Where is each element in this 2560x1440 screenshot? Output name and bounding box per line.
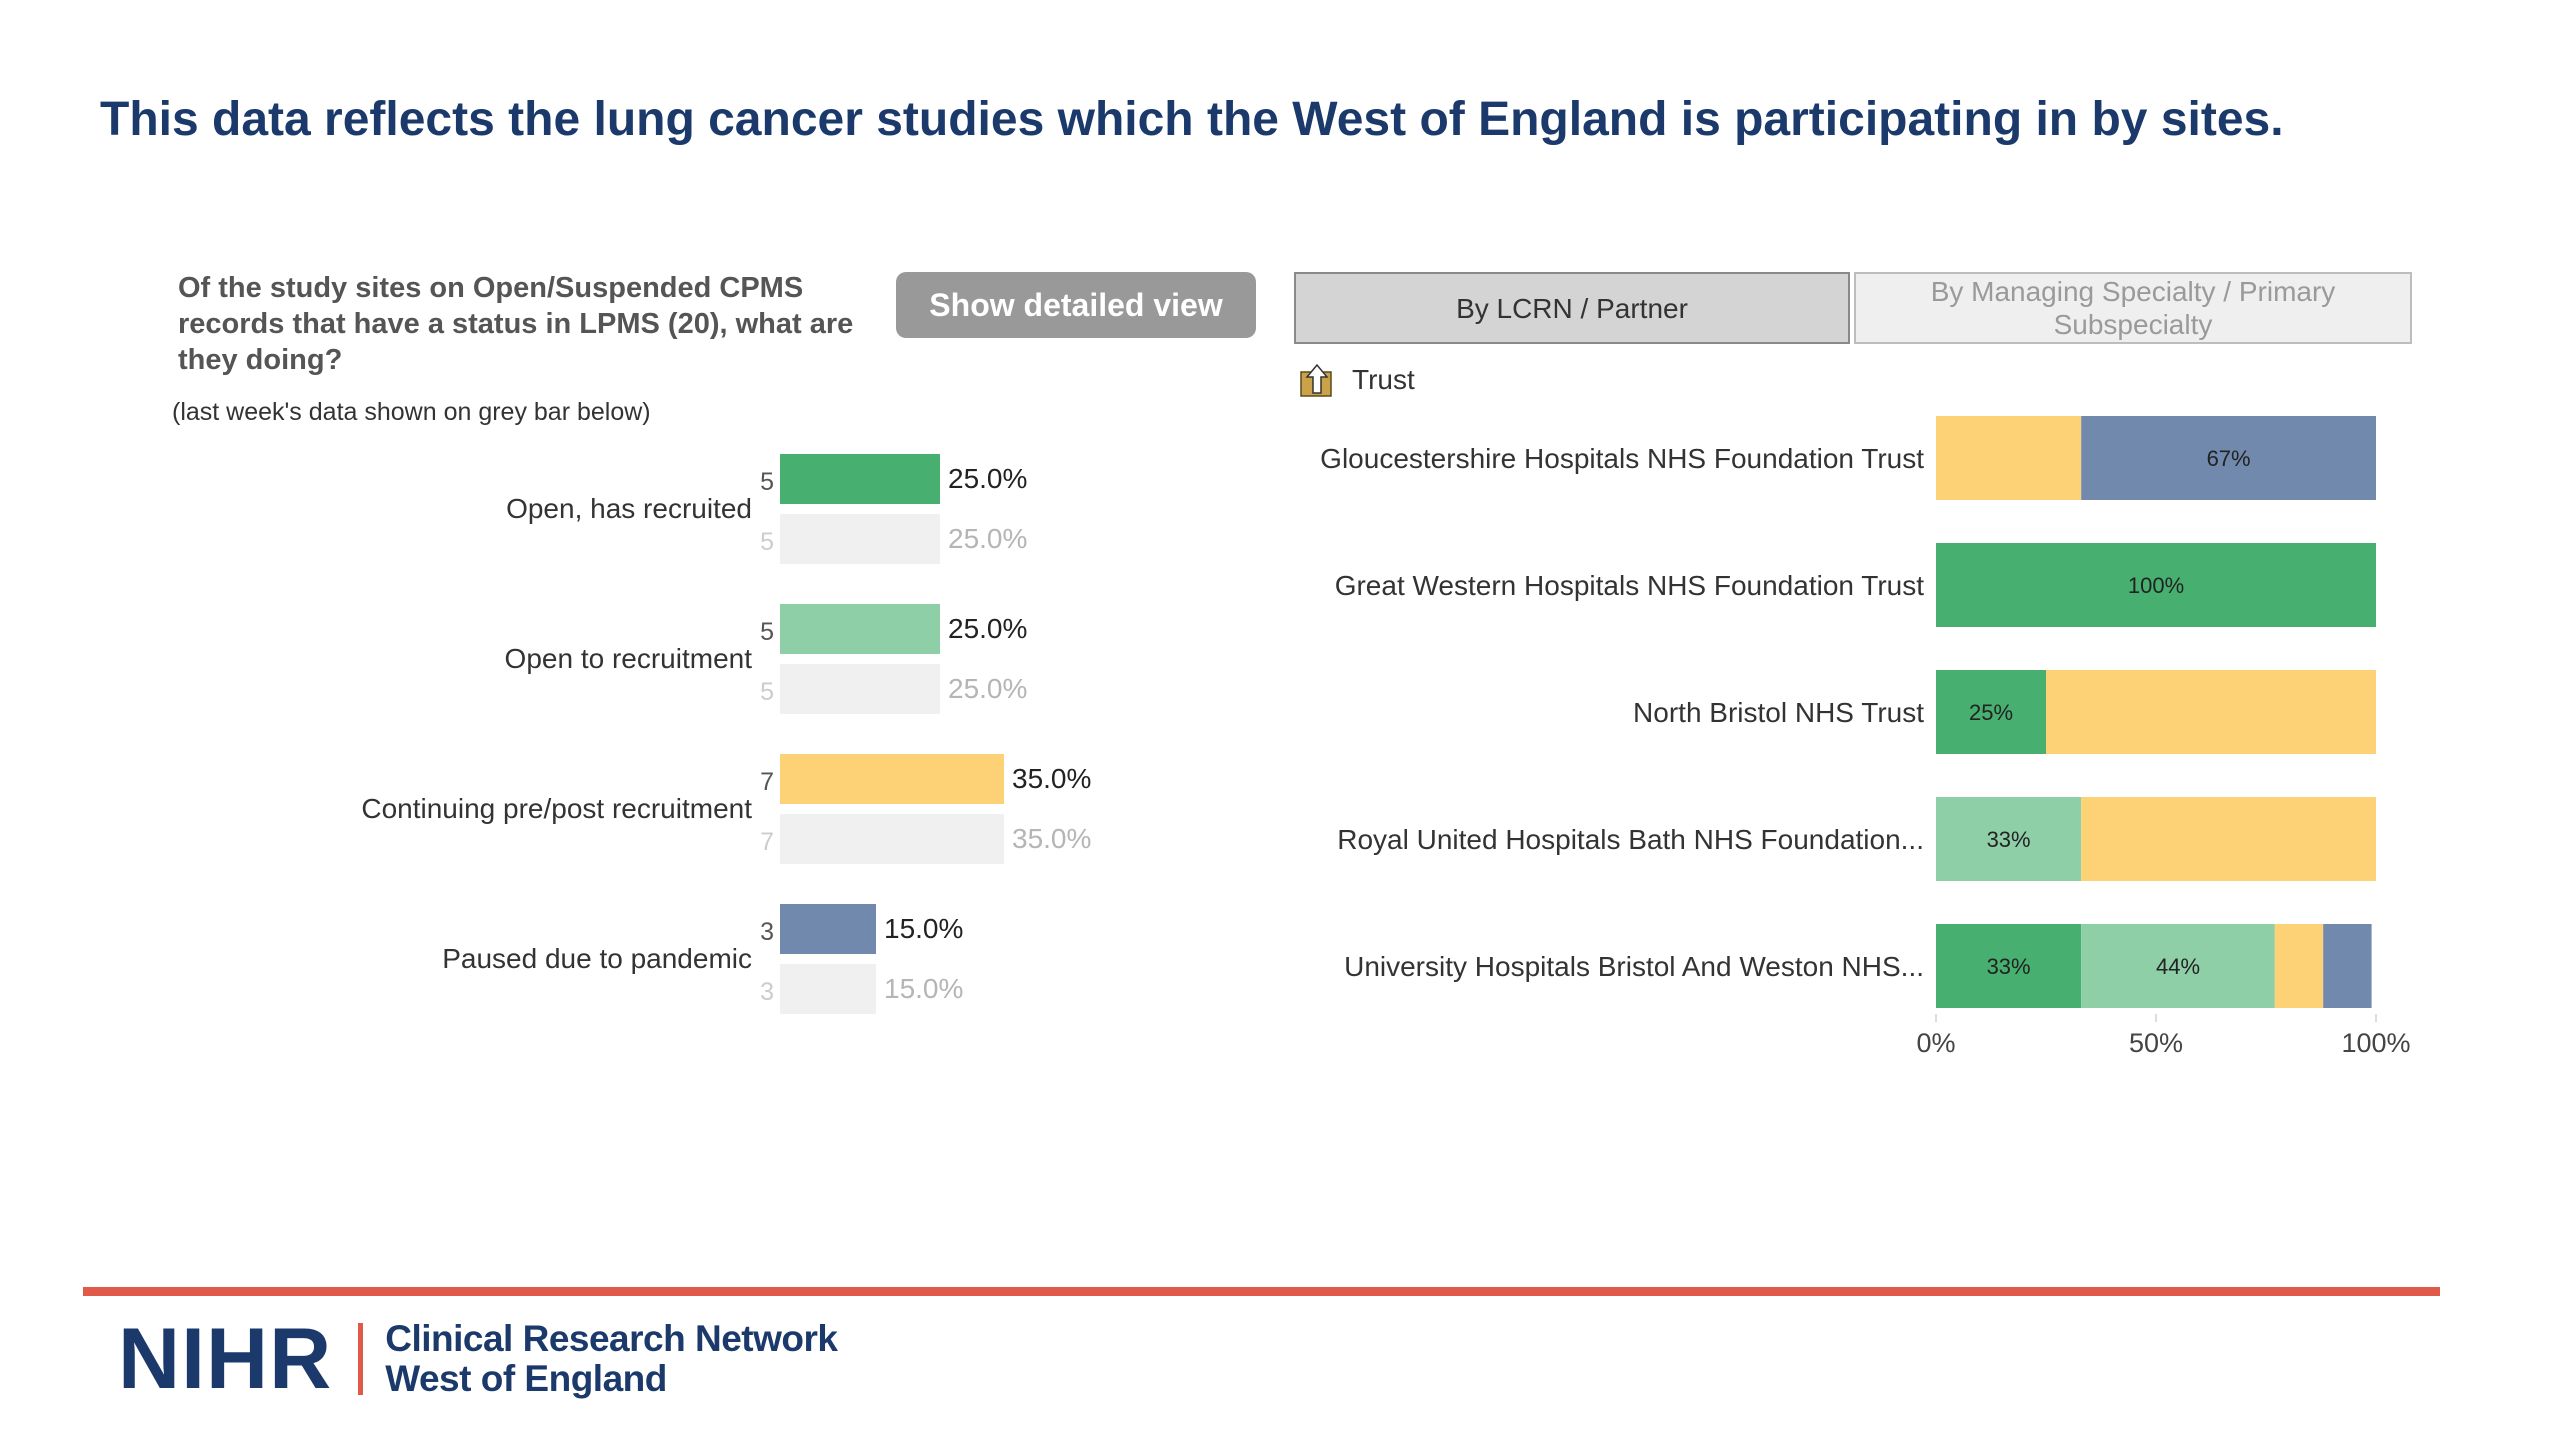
nihr-logo: NIHR Clinical Research Network West of E…: [118, 1311, 838, 1407]
trust-segment-label: 67%: [2207, 446, 2251, 471]
status-value-label: 25.0%: [948, 613, 1027, 644]
tab-by-lcrn-partner[interactable]: By LCRN / Partner: [1294, 272, 1850, 344]
trust-category-label: Royal United Hospitals Bath NHS Foundati…: [1337, 824, 1924, 855]
status-value-label: 25.0%: [948, 463, 1027, 494]
trust-axis-tick-label: 100%: [2341, 1028, 2410, 1058]
trust-bar-segment: [2081, 416, 2376, 500]
trust-header-label: Trust: [1352, 364, 1415, 395]
status-prev-value-label: 25.0%: [948, 673, 1027, 704]
trust-bar-segment: [1936, 543, 2376, 627]
trust-bar-segment: [2081, 924, 2275, 1008]
drill-up-icon[interactable]: [1300, 363, 1334, 397]
status-prev-value-label: 35.0%: [1012, 823, 1091, 854]
status-bar: [780, 754, 1004, 804]
trust-bar-segment: [2046, 670, 2376, 754]
status-count-label: 3: [760, 918, 774, 946]
trust-segment-label: 100%: [2128, 573, 2184, 598]
status-category-label: Open to recruitment: [505, 643, 753, 674]
status-prev-bar: [780, 814, 1004, 864]
logo-main: NIHR: [118, 1311, 333, 1407]
trust-category-label: University Hospitals Bristol And Weston …: [1344, 951, 1924, 982]
trust-axis-tick-label: 50%: [2129, 1028, 2183, 1058]
trust-bar-segment: [1936, 797, 2082, 881]
status-value-label: 15.0%: [884, 913, 963, 944]
status-value-label: 35.0%: [1012, 763, 1091, 794]
status-category-label: Continuing pre/post recruitment: [361, 793, 752, 824]
logo-line1: Clinical Research Network: [385, 1318, 838, 1359]
status-prev-count-label: 7: [760, 828, 774, 856]
trust-bar-segment: [2323, 924, 2372, 1008]
trust-category-label: North Bristol NHS Trust: [1633, 697, 1924, 728]
status-count-label: 5: [760, 468, 774, 496]
status-bar: [780, 454, 940, 504]
trust-bar-segment: [2081, 797, 2376, 881]
status-category-label: Open, has recruited: [506, 493, 752, 524]
trust-segment-label: 25%: [1969, 700, 2013, 725]
page-title: This data reflects the lung cancer studi…: [100, 93, 2284, 146]
status-prev-count-label: 5: [760, 678, 774, 706]
status-prev-count-label: 3: [760, 978, 774, 1006]
trust-segment-label: 44%: [2156, 954, 2200, 979]
status-prev-bar: [780, 664, 940, 714]
trust-bar-segment: [2274, 924, 2324, 1008]
show-detailed-view-button[interactable]: Show detailed view: [896, 272, 1256, 338]
status-prev-count-label: 5: [760, 528, 774, 556]
chart-question: Of the study sites on Open/Suspended CPM…: [178, 272, 854, 376]
status-bar: [780, 904, 876, 954]
trust-chart: Gloucestershire Hospitals NHS Foundation…: [1320, 416, 2411, 1058]
tab-by-managing-specialty[interactable]: By Managing Specialty / Primary Subspeci…: [1854, 272, 2412, 344]
status-prev-bar: [780, 964, 876, 1014]
logo-divider: [358, 1323, 364, 1395]
logo-line2: West of England: [385, 1358, 667, 1399]
status-category-label: Paused due to pandemic: [442, 943, 752, 974]
trust-segment-label: 33%: [1987, 827, 2031, 852]
footer-divider: [83, 1287, 2440, 1296]
status-prev-value-label: 25.0%: [948, 523, 1027, 554]
status-count-label: 7: [760, 768, 774, 796]
status-prev-value-label: 15.0%: [884, 973, 963, 1004]
trust-bar-segment: [1936, 670, 2046, 754]
trust-segment-label: 33%: [1987, 954, 2031, 979]
trust-bar-segment: [1936, 924, 2082, 1008]
status-count-label: 5: [760, 618, 774, 646]
trust-header: Trust: [1300, 360, 1415, 400]
status-prev-bar: [780, 514, 940, 564]
status-bar: [780, 604, 940, 654]
trust-bar-segment: [1936, 416, 2082, 500]
chart-note: (last week's data shown on grey bar belo…: [172, 398, 651, 426]
status-chart: Open, has recruited 5 25.0% 5 25.0% Open to r…: [361, 454, 1091, 1014]
trust-category-label: Gloucestershire Hospitals NHS Foundation…: [1320, 443, 1924, 474]
trust-axis-tick-label: 0%: [1916, 1028, 1955, 1058]
trust-category-label: Great Western Hospitals NHS Foundation T…: [1335, 570, 1925, 601]
